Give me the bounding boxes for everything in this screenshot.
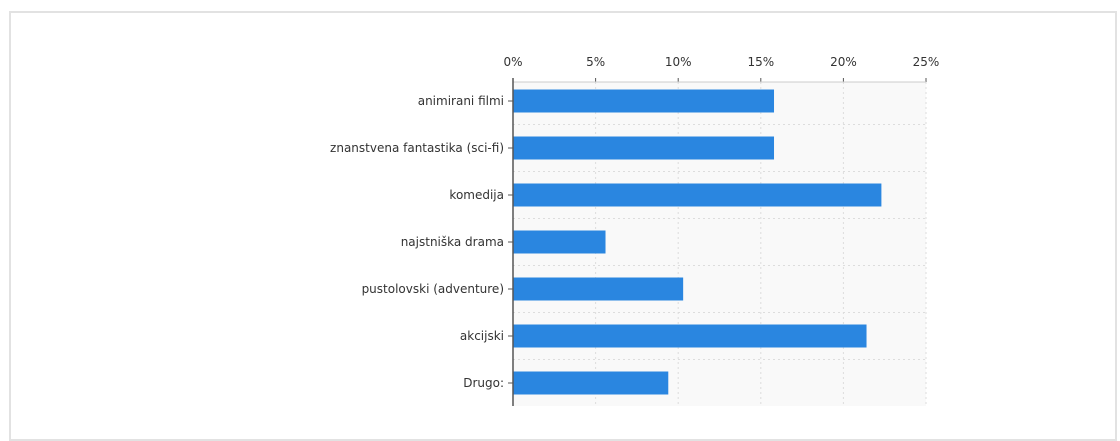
category-label: akcijski bbox=[460, 329, 504, 343]
bar bbox=[513, 136, 775, 160]
bars bbox=[513, 89, 882, 395]
bar bbox=[513, 89, 775, 113]
axes bbox=[508, 78, 926, 406]
x-tick-labels: 0% 5% 10% 15% 20% 25% bbox=[503, 55, 939, 69]
x-tick-label: 20% bbox=[830, 55, 857, 69]
category-label: pustolovski (adventure) bbox=[362, 282, 504, 296]
category-labels: animirani filmi znanstvena fantastika (sc… bbox=[330, 94, 504, 390]
x-tick-label: 5% bbox=[586, 55, 605, 69]
bar bbox=[513, 277, 684, 301]
category-label: Drugo: bbox=[463, 376, 504, 390]
category-label: znanstvena fantastika (sci-fi) bbox=[330, 141, 504, 155]
category-label: komedija bbox=[449, 188, 504, 202]
x-tick-label: 0% bbox=[503, 55, 522, 69]
x-tick-label: 10% bbox=[665, 55, 692, 69]
category-label: najstniška drama bbox=[401, 235, 504, 249]
x-tick-label: 25% bbox=[913, 55, 940, 69]
bar bbox=[513, 183, 882, 207]
bar bbox=[513, 371, 669, 395]
category-label: animirani filmi bbox=[418, 94, 504, 108]
bar bbox=[513, 324, 867, 348]
bar bbox=[513, 230, 606, 254]
x-tick-label: 15% bbox=[747, 55, 774, 69]
